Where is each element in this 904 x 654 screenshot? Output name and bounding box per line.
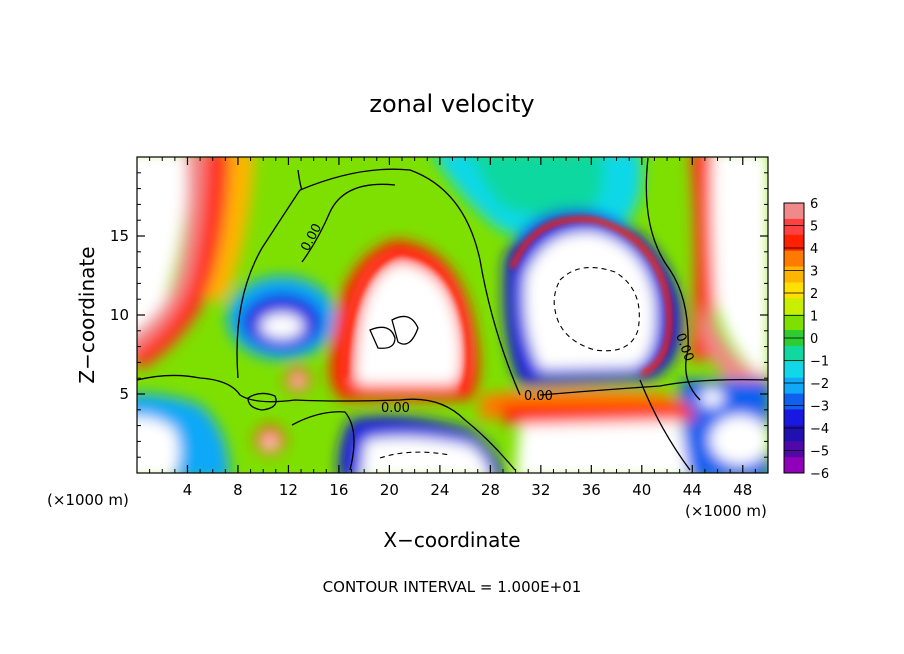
colorbar-label: 2 — [810, 287, 818, 302]
chart-title: zonal velocity — [369, 90, 534, 118]
colorbar-swatch — [784, 361, 804, 379]
x-unit-left: (×1000 m) — [47, 491, 129, 509]
colorbar-swatch — [784, 234, 804, 252]
colorbar-label: −3 — [810, 400, 829, 415]
x-tick-label: 16 — [329, 481, 348, 499]
x-unit-right: (×1000 m) — [685, 502, 767, 520]
colorbar-swatch — [784, 457, 804, 474]
colorbar-label: 3 — [810, 265, 818, 280]
colorbar-swatch — [784, 409, 804, 426]
x-tick-label: 32 — [531, 481, 550, 499]
x-tick-label: 44 — [683, 481, 702, 499]
colorbar-label: 0 — [810, 332, 818, 347]
x-tick-label: 8 — [233, 481, 243, 499]
x-axis-label: X−coordinate — [383, 528, 520, 552]
colorbar-label: 5 — [810, 220, 818, 235]
colorbar: 6 5 4 3 2 1 0 −1 −2 −3 −4 −5 −6 — [783, 197, 829, 482]
colorbar-swatch — [784, 218, 804, 236]
colorbar-label: −6 — [810, 467, 829, 482]
colorbar-swatch — [784, 314, 804, 331]
contour-lines — [137, 157, 768, 471]
colorbar-swatch — [784, 282, 804, 299]
x-tick-label: 40 — [632, 481, 651, 499]
y-tick-label: 10 — [110, 306, 129, 324]
colorbar-swatch — [784, 425, 804, 442]
colorbar-label: −2 — [810, 377, 829, 392]
colorbar-label: 4 — [810, 242, 818, 257]
colorbar-swatch — [784, 377, 804, 395]
x-tick-label: 28 — [481, 481, 500, 499]
x-tick-label: 4 — [183, 481, 193, 499]
colorbar-label: 6 — [810, 197, 818, 212]
contour-label: 0.00 — [524, 389, 553, 404]
contour-label: 0.00 — [381, 401, 410, 416]
x-tick-label: 24 — [430, 481, 449, 499]
y-tick-label: 5 — [119, 385, 129, 403]
x-tick-label: 48 — [733, 481, 752, 499]
contour-interval: CONTOUR INTERVAL = 1.000E+01 — [323, 578, 582, 596]
y-axis: 5 10 15 — [110, 172, 768, 458]
colorbar-swatch — [784, 345, 804, 363]
colorbar-swatch — [784, 393, 804, 410]
x-tick-label: 36 — [582, 481, 601, 499]
colorbar-swatch — [784, 266, 804, 283]
x-tick-label: 20 — [380, 481, 399, 499]
colorbar-label: −5 — [810, 445, 829, 460]
colorbar-label: −1 — [810, 355, 829, 370]
colorbar-label: 1 — [810, 310, 818, 325]
y-axis-label: Z−coordinate — [75, 246, 99, 383]
colorbar-label: −4 — [810, 422, 829, 437]
x-axis: 4 8 12 16 20 24 28 32 36 40 44 48 — [149, 157, 756, 499]
colorbar-swatch — [784, 250, 804, 268]
colorbar-swatch — [784, 441, 804, 458]
colorbar-swatch — [784, 298, 804, 315]
x-tick-label: 12 — [279, 481, 298, 499]
y-tick-label: 15 — [110, 227, 129, 245]
heatmap-field — [137, 157, 768, 473]
colorbar-swatch — [784, 203, 804, 220]
negative-contours — [379, 266, 640, 459]
